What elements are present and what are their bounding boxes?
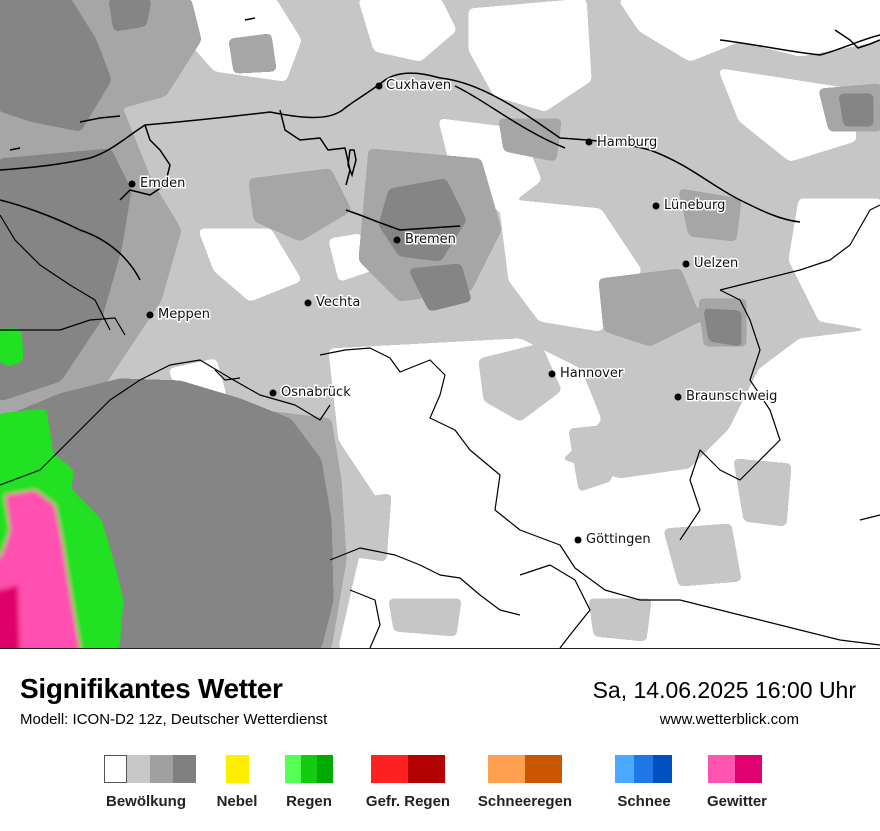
legend-cloud: Bewölkung bbox=[104, 755, 196, 810]
city-dot bbox=[269, 389, 277, 397]
city-dot bbox=[585, 138, 593, 146]
city-label: Hamburg bbox=[597, 135, 657, 150]
map-canvas: Cuxhaven Hamburg Emden Lüneburg Bremen U… bbox=[0, 0, 880, 648]
legend-swatches bbox=[104, 755, 196, 783]
rivers bbox=[244, 17, 357, 178]
legend-swatch bbox=[104, 755, 127, 783]
city-dot bbox=[393, 236, 401, 244]
legend-swatch bbox=[408, 755, 445, 783]
city-label: Meppen bbox=[158, 307, 210, 322]
legend-rain: Regen bbox=[285, 755, 333, 810]
city-lueneburg: Lüneburg bbox=[652, 197, 727, 215]
legend-swatch bbox=[150, 755, 173, 783]
city-vechta: Vechta bbox=[304, 294, 362, 312]
legend-swatch bbox=[173, 755, 196, 783]
precipitation-areas bbox=[0, 330, 122, 648]
legend-swatch bbox=[634, 755, 653, 783]
city-dot bbox=[548, 370, 556, 378]
city-label: Vechta bbox=[316, 295, 360, 310]
city-meppen: Meppen bbox=[146, 306, 211, 324]
legend-freezing-rain: Gefr. Regen bbox=[366, 755, 450, 810]
city-goettingen: Göttingen bbox=[574, 531, 652, 549]
legend-swatches bbox=[371, 755, 445, 783]
city-dot bbox=[574, 536, 582, 544]
city-dot bbox=[375, 82, 383, 90]
city-osnabrueck: Osnabrück bbox=[269, 384, 353, 402]
legend-swatch bbox=[708, 755, 735, 783]
legend-thunderstorm: Gewitter bbox=[707, 755, 767, 810]
city-dot bbox=[682, 260, 690, 268]
legend-swatch bbox=[285, 755, 301, 783]
legend-fog: Nebel bbox=[217, 755, 257, 810]
model-source: Modell: ICON-D2 12z, Deutscher Wetterdie… bbox=[20, 711, 328, 728]
legend-swatch bbox=[127, 755, 150, 783]
city-bremen: Bremen bbox=[393, 231, 457, 249]
city-hamburg: Hamburg bbox=[585, 134, 659, 152]
city-dot bbox=[674, 393, 682, 401]
legend-swatch bbox=[653, 755, 672, 783]
map-footer: Signifikantes Wetter Modell: ICON-D2 12z… bbox=[0, 648, 880, 831]
legend-swatch bbox=[371, 755, 408, 783]
city-label: Emden bbox=[140, 176, 185, 191]
legend-swatch bbox=[488, 755, 525, 783]
legend-snow: Schnee bbox=[615, 755, 672, 810]
legend-swatch bbox=[226, 755, 249, 783]
city-label: Braunschweig bbox=[686, 389, 777, 404]
forecast-datetime: Sa, 14.06.2025 16:00 Uhr bbox=[592, 677, 856, 703]
legend-swatches bbox=[708, 755, 762, 783]
legend-swatch bbox=[615, 755, 634, 783]
legend-swatch bbox=[301, 755, 317, 783]
light-clouds-in-clear bbox=[350, 345, 790, 640]
website-link[interactable]: www.wetterblick.com bbox=[659, 711, 799, 728]
city-label: Lüneburg bbox=[664, 198, 725, 213]
city-label: Göttingen bbox=[586, 532, 651, 547]
legend-swatches bbox=[226, 755, 249, 783]
legend-label: Schneeregen bbox=[477, 793, 573, 810]
legend-sleet: Schneeregen bbox=[478, 755, 572, 810]
legend-swatch bbox=[525, 755, 562, 783]
legend-swatches bbox=[615, 755, 672, 783]
legend-swatches bbox=[488, 755, 562, 783]
legend-swatch bbox=[735, 755, 762, 783]
legend-label: Regen bbox=[286, 793, 332, 810]
city-label: Bremen bbox=[405, 232, 456, 247]
legend-swatch bbox=[317, 755, 333, 783]
legend-label: Schnee bbox=[617, 793, 671, 810]
legend-label: Bewölkung bbox=[105, 793, 187, 810]
city-dot bbox=[652, 202, 660, 210]
city-braunschweig: Braunschweig bbox=[674, 388, 779, 406]
legend-swatches bbox=[285, 755, 333, 783]
weather-map: Cuxhaven Hamburg Emden Lüneburg Bremen U… bbox=[0, 0, 880, 648]
city-markers: Cuxhaven Hamburg Emden Lüneburg Bremen U… bbox=[128, 77, 779, 549]
city-cuxhaven: Cuxhaven bbox=[375, 77, 453, 95]
city-label: Osnabrück bbox=[281, 385, 351, 400]
city-emden: Emden bbox=[128, 175, 187, 193]
coastlines bbox=[0, 29, 880, 281]
legend-label: Nebel bbox=[216, 793, 258, 810]
map-title: Signifikantes Wetter bbox=[20, 673, 283, 704]
city-dot bbox=[304, 299, 312, 307]
city-hannover: Hannover bbox=[548, 365, 625, 383]
legend-label: Gefr. Regen bbox=[365, 793, 451, 810]
city-uelzen: Uelzen bbox=[682, 255, 740, 273]
state-borders bbox=[0, 204, 880, 648]
city-label: Uelzen bbox=[694, 256, 738, 271]
city-label: Cuxhaven bbox=[386, 78, 451, 93]
city-label: Hannover bbox=[560, 366, 624, 381]
city-dot bbox=[128, 180, 136, 188]
legend-label: Gewitter bbox=[706, 793, 768, 810]
city-dot bbox=[146, 311, 154, 319]
